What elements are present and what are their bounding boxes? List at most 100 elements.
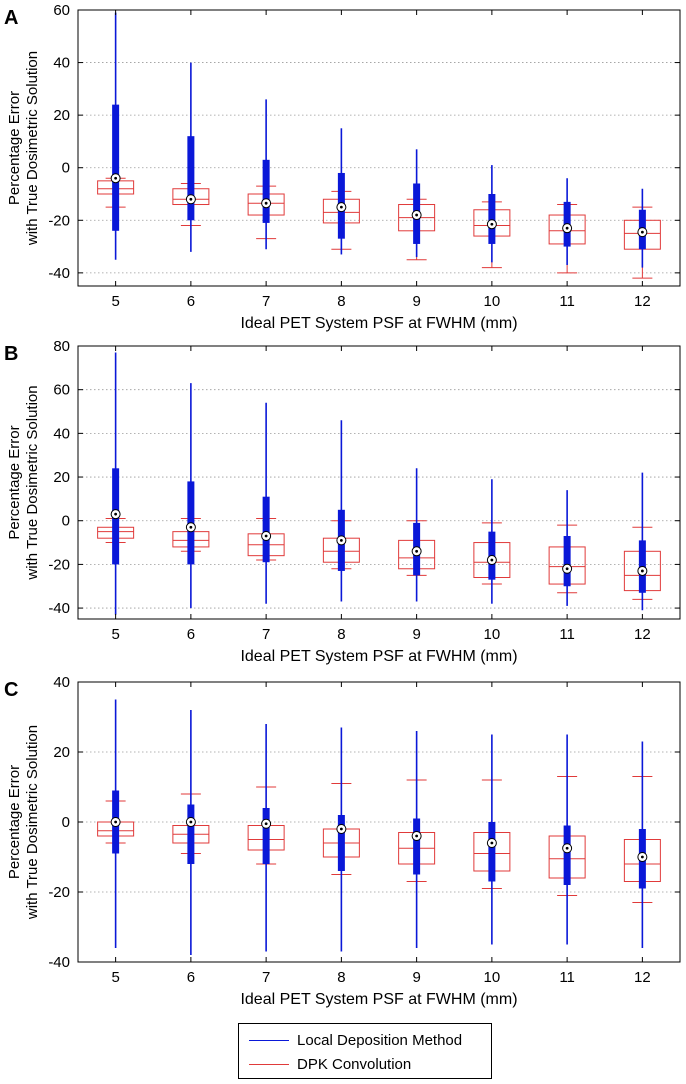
y-axis-label-line2: with True Dosimetric Solution: [24, 725, 41, 920]
legend-label-ldm: Local Deposition Method: [297, 1031, 463, 1049]
legend-entry-ldm: Local Deposition Method: [239, 1029, 462, 1051]
x-tick-label: 12: [634, 969, 651, 986]
x-tick-label: 12: [634, 626, 651, 643]
x-tick-label: 6: [187, 293, 195, 310]
panel-label: A: [4, 7, 18, 29]
x-tick-label: 9: [412, 969, 420, 986]
x-axis-label: Ideal PET System PSF at FWHM (mm): [240, 648, 517, 665]
y-tick-label: 20: [53, 107, 70, 124]
ldm-median-dot: [189, 197, 193, 201]
x-tick-label: 6: [187, 626, 195, 643]
ldm-box: [563, 825, 571, 885]
ldm-box: [337, 815, 345, 871]
ldm-box: [563, 536, 571, 587]
ldm-median-dot: [640, 569, 644, 573]
y-axis-label-line1: Percentage Error: [6, 425, 23, 539]
y-axis-label-line1: Percentage Error: [6, 765, 23, 879]
y-axis-label-line2: with True Dosimetric Solution: [24, 51, 41, 246]
x-tick-label: 6: [187, 969, 195, 986]
y-tick-label: 0: [62, 814, 70, 831]
ldm-box: [488, 822, 496, 882]
legend-swatch-dpk: [249, 1063, 289, 1065]
ldm-median-dot: [640, 230, 644, 234]
x-tick-label: 5: [111, 293, 119, 310]
x-tick-label: 9: [412, 626, 420, 643]
x-tick-label: 11: [559, 626, 575, 643]
ldm-box: [187, 804, 195, 864]
panel-label: B: [4, 343, 18, 365]
x-axis-label: Ideal PET System PSF at FWHM (mm): [240, 991, 517, 1008]
y-axis-label-line1: Percentage Error: [6, 91, 23, 205]
legend: Local Deposition Method DPK Convolution: [238, 1023, 492, 1079]
y-tick-label: -40: [48, 265, 70, 282]
x-tick-label: 11: [559, 969, 575, 986]
x-axis-label: Ideal PET System PSF at FWHM (mm): [240, 315, 517, 332]
ldm-median-dot: [189, 820, 193, 824]
ldm-box: [262, 808, 270, 864]
ldm-median-dot: [114, 512, 118, 516]
y-tick-label: 0: [62, 160, 70, 177]
ldm-median-dot: [189, 525, 193, 529]
ldm-median-dot: [339, 827, 343, 831]
y-tick-label: 0: [62, 513, 70, 530]
ldm-median-dot: [264, 822, 268, 826]
x-tick-label: 8: [337, 626, 345, 643]
ldm-median-dot: [490, 841, 494, 845]
legend-entry-dpk: DPK Convolution: [239, 1053, 411, 1075]
panel-a: -40 -20 0 20 40 60 5 6 7 8 9 10 11 12 Ideal PET System…: [4, 2, 681, 332]
x-tick-label: 7: [262, 293, 270, 310]
y-tick-label: 60: [53, 2, 70, 19]
ldm-median-dot: [339, 538, 343, 542]
x-tick-label: 12: [634, 293, 651, 310]
ldm-median-dot: [490, 558, 494, 562]
y-tick-label: 20: [53, 469, 70, 486]
ldm-box: [413, 818, 421, 875]
axes-frame: [77, 345, 681, 620]
axes-frame: [77, 9, 681, 287]
legend-swatch-ldm: [249, 1039, 289, 1041]
y-tick-label: -20: [48, 884, 70, 901]
x-tick-label: 10: [484, 626, 501, 643]
ldm-median-dot: [640, 855, 644, 859]
ldm-box: [262, 496, 270, 563]
y-tick-label: -40: [48, 600, 70, 617]
y-tick-label: 60: [53, 382, 70, 399]
x-tick-label: 8: [337, 969, 345, 986]
ldm-median-dot: [415, 834, 419, 838]
ldm-median-dot: [264, 534, 268, 538]
panel-b: -40 -20 0 20 40 60 80 5 6 7 8 9 10 11 12 Ideal PET Syst…: [4, 338, 681, 665]
x-tick-label: 11: [559, 293, 575, 310]
ldm-median-dot: [415, 213, 419, 217]
x-tick-label: 8: [337, 293, 345, 310]
y-axis-label-line2: with True Dosimetric Solution: [24, 385, 41, 580]
y-tick-label: -20: [48, 556, 70, 573]
ldm-box: [112, 104, 120, 231]
y-tick-label: 40: [53, 55, 70, 72]
x-tick-label: 10: [484, 969, 501, 986]
y-tick-label: 80: [53, 338, 70, 355]
ldm-median-dot: [339, 205, 343, 209]
y-tick-label: -40: [48, 954, 70, 971]
y-tick-label: 40: [53, 425, 70, 442]
ldm-median-dot: [565, 567, 569, 571]
x-tick-label: 7: [262, 969, 270, 986]
y-tick-label: 40: [53, 674, 70, 691]
x-tick-label: 5: [111, 626, 119, 643]
ldm-median-dot: [490, 222, 494, 226]
x-tick-label: 7: [262, 626, 270, 643]
y-tick-label: -20: [48, 212, 70, 229]
panel-c: -40 -20 0 20 40 5 6 7 8 9 10 11 12 Ideal PET System P…: [4, 674, 681, 1008]
ldm-median-dot: [114, 176, 118, 180]
legend-label-dpk: DPK Convolution: [297, 1055, 412, 1073]
y-tick-label: 20: [53, 744, 70, 761]
x-tick-label: 9: [412, 293, 420, 310]
ldm-box: [488, 194, 496, 244]
ldm-median-dot: [114, 820, 118, 824]
panel-label: C: [4, 679, 18, 701]
ldm-median-dot: [415, 549, 419, 553]
x-tick-label: 5: [111, 969, 119, 986]
x-tick-label: 10: [484, 293, 501, 310]
ldm-median-dot: [264, 201, 268, 205]
ldm-box: [187, 136, 195, 221]
